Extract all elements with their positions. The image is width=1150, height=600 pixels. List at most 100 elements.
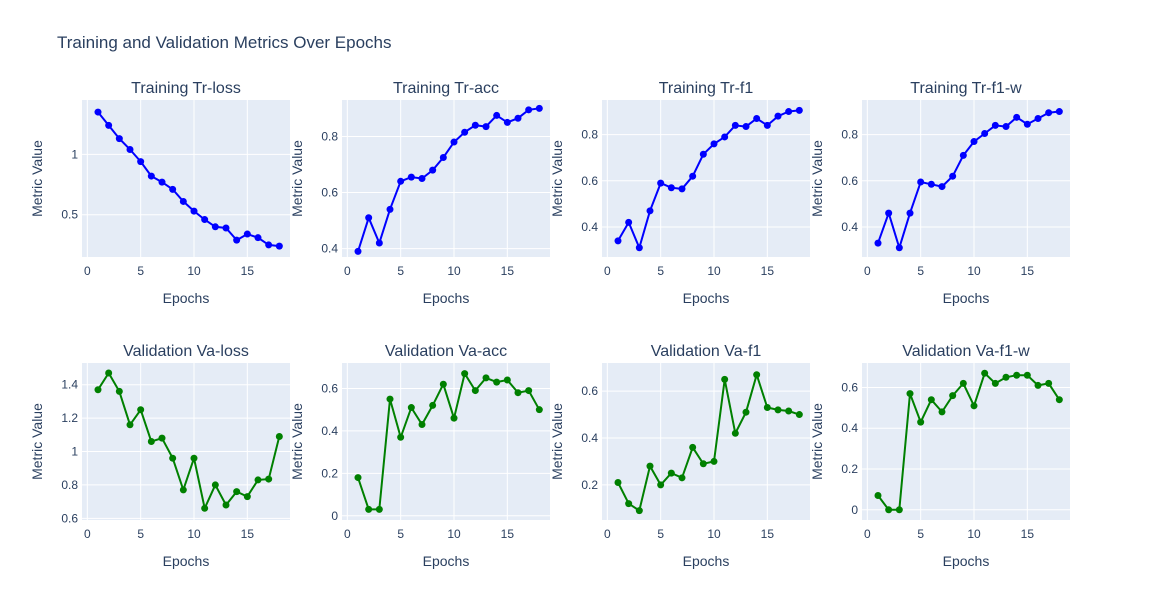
data-point: [795, 411, 803, 419]
data-point: [1002, 123, 1010, 131]
data-point: [201, 216, 209, 224]
plot-area: [342, 363, 550, 520]
data-point: [94, 386, 102, 394]
data-point: [625, 218, 633, 226]
data-point: [763, 404, 771, 412]
data-point: [1034, 381, 1042, 389]
data-point: [429, 401, 437, 409]
data-point: [275, 432, 283, 440]
data-point: [938, 183, 946, 191]
data-point: [397, 177, 405, 185]
data-point: [927, 396, 935, 404]
y-tick-label: 0.6: [61, 511, 78, 525]
data-point: [105, 121, 113, 129]
subplot-1: 0 5 10 15 0.5 1 Training Tr-loss Epochs Metric V…: [29, 80, 290, 306]
data-point: [1013, 371, 1021, 379]
x-axis-title: Epochs: [943, 553, 990, 569]
data-point: [461, 128, 469, 136]
data-point: [222, 501, 230, 509]
data-point: [970, 402, 978, 410]
data-point: [753, 114, 761, 122]
y-tick-label: 1: [71, 147, 78, 161]
data-point: [105, 369, 113, 377]
data-point: [137, 158, 145, 166]
data-point: [525, 106, 533, 114]
data-point: [514, 114, 522, 122]
data-point: [179, 486, 187, 494]
data-point: [354, 474, 362, 482]
data-point: [646, 207, 654, 215]
data-point: [525, 387, 533, 395]
data-point: [407, 173, 415, 181]
y-axis-title: Metric Value: [809, 140, 825, 217]
data-point: [254, 476, 262, 484]
subplot-8: 0 5 10 15 0 0.2 0.4 0.6 Validation Va-f1-w Epochs…: [809, 343, 1070, 569]
x-axis-title: Epochs: [163, 553, 210, 569]
data-point: [981, 369, 989, 377]
data-point: [885, 209, 893, 217]
data-point: [407, 404, 415, 412]
data-point: [243, 493, 251, 501]
data-point: [201, 504, 209, 512]
data-point: [906, 209, 914, 217]
data-point: [874, 492, 882, 500]
x-tick-label: 10: [447, 527, 461, 541]
subplot-title: Validation Va-f1: [651, 343, 762, 360]
subplot-title: Validation Va-loss: [123, 343, 249, 360]
data-point: [970, 138, 978, 146]
data-point: [429, 166, 437, 174]
y-tick-label: 0.6: [321, 186, 338, 200]
y-tick-label: 0.6: [321, 381, 338, 395]
subplot-title: Training Tr-f1-w: [910, 80, 1022, 97]
subplot-title: Training Tr-acc: [393, 80, 499, 97]
data-point: [874, 239, 882, 247]
data-point: [885, 506, 893, 514]
data-point: [1055, 396, 1063, 404]
y-axis-title: Metric Value: [29, 140, 45, 217]
x-tick-label: 10: [707, 527, 721, 541]
data-point: [1002, 373, 1010, 381]
data-point: [959, 379, 967, 387]
y-tick-label: 0.6: [581, 174, 598, 188]
data-point: [959, 151, 967, 159]
data-point: [710, 140, 718, 148]
data-point: [774, 406, 782, 414]
data-point: [742, 408, 750, 416]
data-point: [439, 153, 447, 161]
data-point: [763, 121, 771, 129]
y-tick-label: 0.4: [841, 220, 858, 234]
y-tick-label: 0.4: [581, 431, 598, 445]
y-tick-label: 0.2: [581, 478, 598, 492]
data-point: [386, 205, 394, 213]
y-axis-title: Metric Value: [289, 403, 305, 480]
data-point: [1034, 114, 1042, 122]
x-tick-label: 15: [761, 527, 775, 541]
data-point: [635, 244, 643, 252]
data-point: [115, 387, 123, 395]
data-point: [689, 443, 697, 451]
y-tick-label: 0.6: [841, 174, 858, 188]
data-point: [126, 421, 134, 429]
data-point: [1023, 120, 1031, 128]
x-tick-label: 5: [657, 527, 664, 541]
x-axis-title: Epochs: [163, 290, 210, 306]
y-tick-label: 0.4: [321, 242, 338, 256]
subplot-title: Validation Va-acc: [385, 343, 507, 360]
data-point: [482, 123, 490, 131]
x-tick-label: 10: [967, 527, 981, 541]
y-tick-label: 0.4: [321, 424, 338, 438]
data-point: [657, 481, 665, 489]
x-tick-label: 0: [344, 264, 351, 278]
y-axis-title: Metric Value: [29, 403, 45, 480]
data-point: [190, 207, 198, 215]
data-point: [699, 460, 707, 468]
data-point: [710, 457, 718, 465]
data-point: [375, 505, 383, 513]
data-point: [450, 414, 458, 422]
data-point: [742, 123, 750, 131]
y-tick-label: 0.8: [581, 128, 598, 142]
y-tick-label: 1: [71, 445, 78, 459]
data-point: [657, 179, 665, 187]
y-tick-label: 0.6: [581, 384, 598, 398]
data-point: [169, 185, 177, 193]
